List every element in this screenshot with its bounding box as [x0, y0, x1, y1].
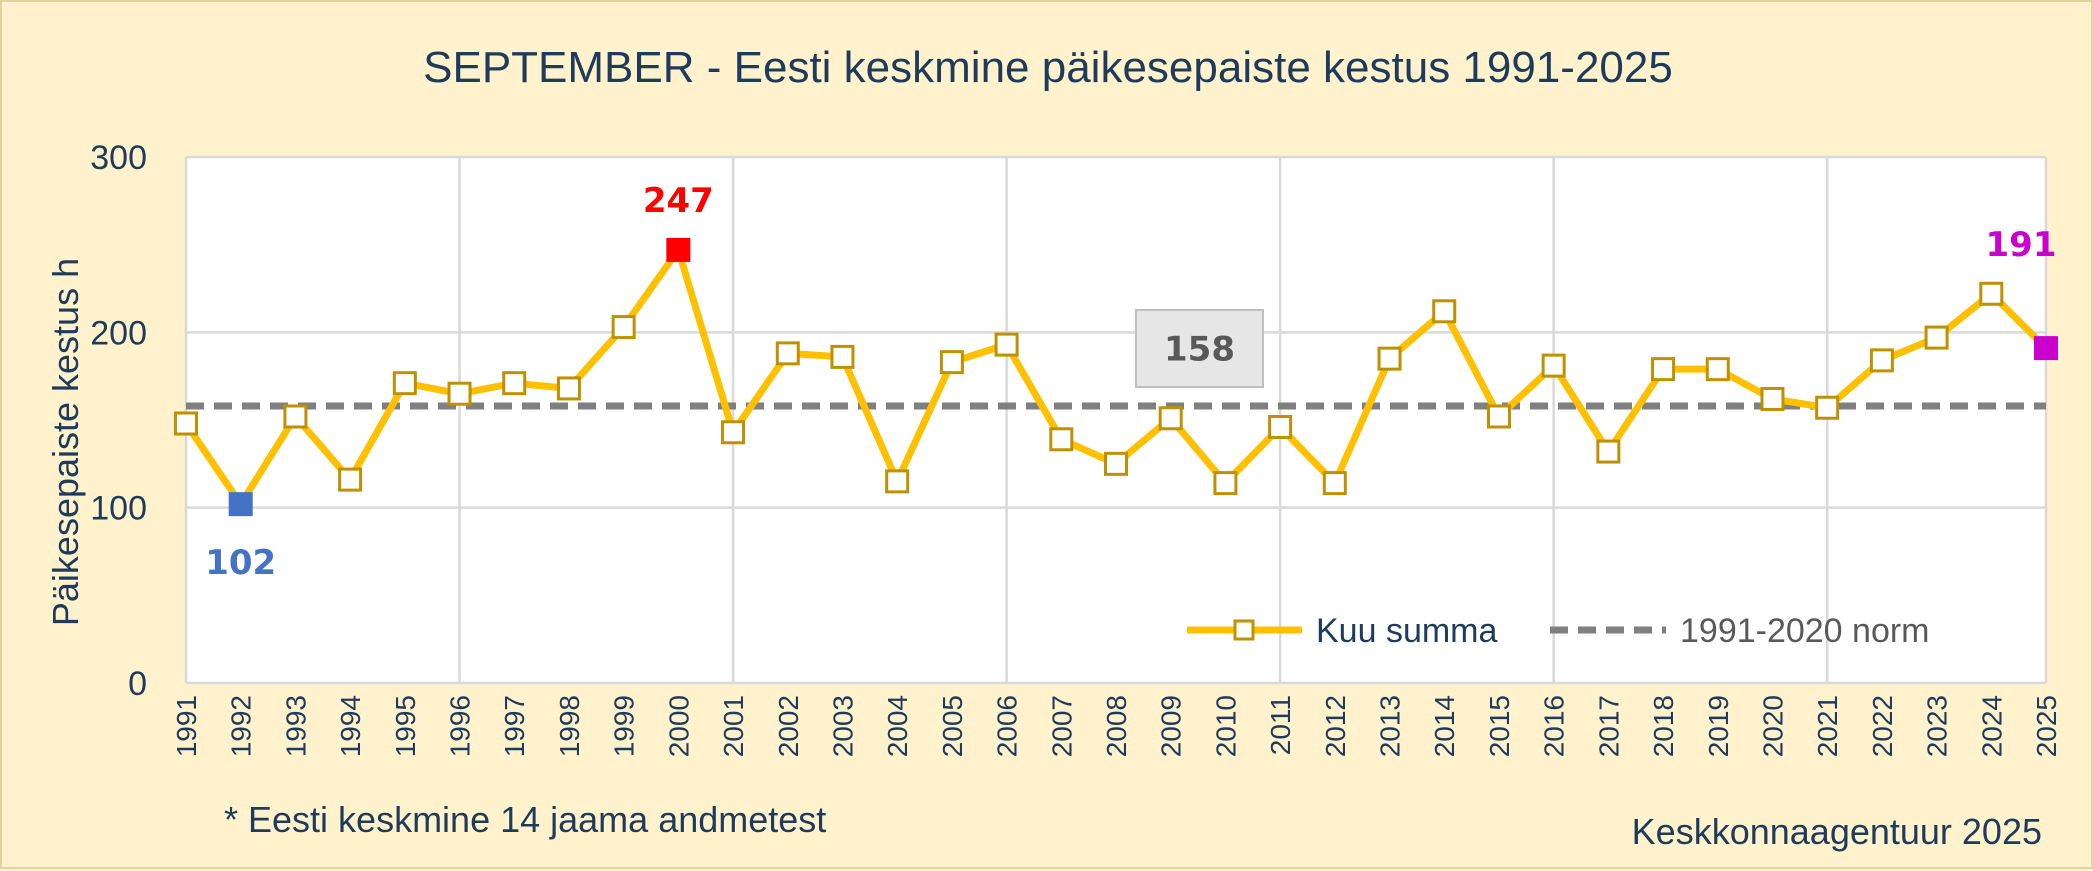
x-tick-label: 1995 [390, 695, 421, 757]
data-point [1213, 471, 1238, 496]
y-axis: 0 100 200 300 [90, 139, 147, 703]
source-credit: Keskkonnaagentuur 2025 [1632, 811, 2042, 852]
data-point [1705, 357, 1730, 382]
data-point [885, 469, 910, 494]
legend-label-kuu-summa: Kuu summa [1316, 612, 1497, 650]
x-tick-label: 2004 [882, 695, 913, 757]
data-point [1104, 451, 1128, 476]
x-tick-label: 2021 [1812, 695, 1843, 757]
data-point [1869, 348, 1894, 373]
x-tick-label: 2022 [1867, 695, 1898, 757]
data-point [775, 341, 800, 366]
chart-title: SEPTEMBER - Eesti keskmine päikesepaiste… [423, 43, 1673, 92]
data-point [1651, 357, 1676, 382]
grid [184, 155, 2048, 685]
x-tick-label: 2017 [1593, 695, 1624, 757]
data-point [1979, 281, 2004, 306]
x-tick-label: 2001 [718, 695, 749, 757]
norm-value-label: 158 [1164, 330, 1235, 370]
y-tick-label: 200 [90, 314, 147, 352]
x-tick-label: 1994 [335, 695, 366, 757]
data-label-latest: 191 [1986, 225, 2057, 265]
data-point-min [228, 492, 253, 517]
x-tick-label: 2005 [937, 695, 968, 757]
data-point [830, 344, 855, 369]
data-point-latest [2034, 336, 2058, 361]
data-point [1486, 404, 1511, 429]
data-point [447, 381, 472, 406]
y-tick-label: 300 [90, 139, 147, 177]
data-point [1049, 427, 1074, 452]
data-point [1596, 439, 1621, 464]
norm-value-box [1135, 309, 1264, 388]
data-point [174, 411, 198, 436]
data-label-min: 102 [205, 543, 276, 583]
data-point [1541, 353, 1566, 378]
data-point [556, 376, 581, 401]
x-tick-label: 2024 [1976, 695, 2007, 757]
data-point [1158, 406, 1183, 431]
x-tick-label: 2020 [1757, 695, 1788, 757]
data-labels: 102 247 191 158 [205, 181, 2056, 583]
data-label-max: 247 [643, 181, 714, 221]
x-tick-label: 2018 [1648, 695, 1679, 757]
plot-area [186, 157, 2046, 683]
x-tick-label: 1993 [280, 695, 311, 757]
x-tick-label: 2025 [2031, 695, 2062, 757]
data-point [1760, 386, 1785, 411]
x-tick-label: 2007 [1046, 695, 1077, 757]
x-tick-label: 2009 [1156, 695, 1187, 757]
data-point [994, 332, 1019, 357]
x-tick-label: 2006 [992, 695, 1023, 757]
legend-label-norm: 1991-2020 norm [1680, 612, 1930, 650]
data-point [502, 371, 527, 396]
data-point [1377, 346, 1402, 371]
x-axis: 1991 1992 1993 1994 1995 1996 1997 1998 1999 2000… [171, 695, 2062, 757]
data-point [721, 420, 746, 445]
data-point-max [666, 237, 691, 262]
data-point [283, 404, 308, 429]
x-tick-label: 2016 [1539, 695, 1570, 757]
data-point [1322, 471, 1347, 496]
x-tick-label: 2013 [1375, 695, 1406, 757]
x-tick-label: 2008 [1101, 695, 1132, 757]
x-tick-label: 1999 [609, 695, 640, 757]
x-tick-label: 1996 [445, 695, 476, 757]
x-tick-label: 2010 [1210, 695, 1241, 757]
legend-marker-kuu-summa [1233, 619, 1255, 641]
data-point [1268, 415, 1293, 440]
x-tick-label: 2015 [1484, 695, 1515, 757]
x-tick-label: 1998 [554, 695, 585, 757]
data-point [939, 350, 964, 375]
data-point [1432, 299, 1457, 324]
x-tick-label: 2000 [663, 695, 694, 757]
x-tick-label: 1992 [226, 695, 257, 757]
data-point [338, 467, 363, 492]
y-tick-label: 0 [128, 665, 147, 703]
x-tick-label: 2014 [1429, 695, 1460, 757]
x-tick-label: 1997 [499, 695, 530, 757]
legend: Kuu summa 1991-2020 norm [1187, 612, 1930, 650]
footnote: * Eesti keskmine 14 jaama andmetest [224, 799, 826, 840]
data-point [392, 371, 417, 396]
x-tick-label: 1991 [171, 695, 202, 757]
x-tick-label: 2023 [1922, 695, 1953, 757]
y-axis-label: Päikesepaiste kestus h [45, 258, 86, 626]
y-tick-label: 100 [90, 490, 147, 528]
x-tick-label: 2011 [1265, 695, 1296, 755]
x-tick-label: 2019 [1703, 695, 1734, 757]
x-tick-label: 2002 [773, 695, 804, 757]
x-tick-label: 2012 [1320, 695, 1351, 757]
x-tick-label: 2003 [827, 695, 858, 757]
data-point [611, 315, 636, 340]
data-point [1815, 395, 1840, 420]
series-layer [174, 237, 2058, 517]
data-point [1924, 325, 1949, 350]
